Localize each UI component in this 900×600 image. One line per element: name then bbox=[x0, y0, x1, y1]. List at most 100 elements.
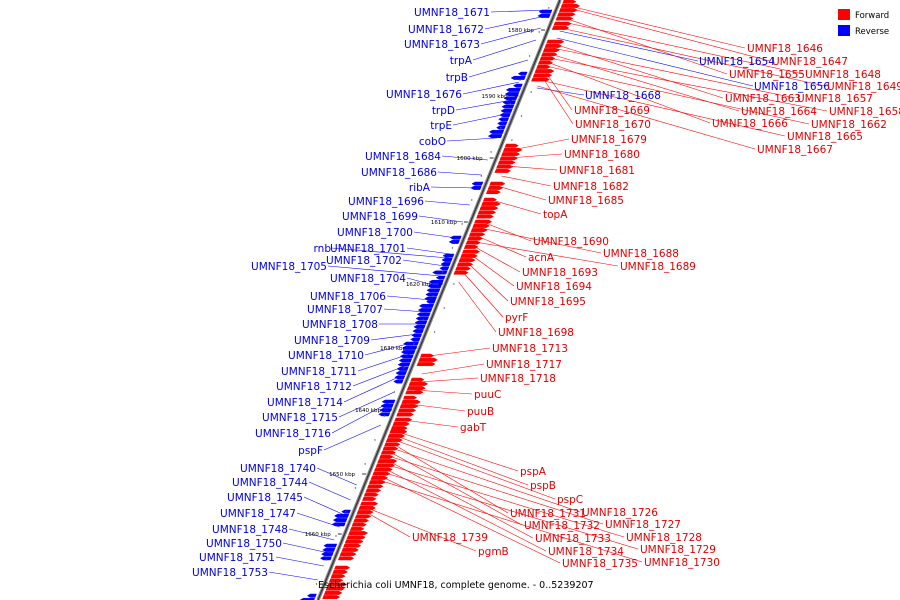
forward-gene-feature bbox=[387, 433, 406, 438]
reverse-gene-label: UMNF18_1684 bbox=[365, 151, 441, 163]
reverse-gene-feature bbox=[401, 345, 418, 350]
forward-gene-label: UMNF18_1681 bbox=[559, 165, 635, 177]
forward-gene-label: UMNF18_1663 bbox=[725, 93, 801, 105]
reverse-label-connector bbox=[331, 401, 391, 434]
forward-gene-feature bbox=[542, 48, 560, 53]
minor-tick-dot bbox=[326, 595, 329, 597]
reverse-gene-label: UMNF18_1672 bbox=[408, 24, 484, 36]
forward-label-connector bbox=[508, 153, 563, 159]
scale-tick-label: 1660 kbp bbox=[305, 532, 331, 538]
reverse-gene-feature bbox=[538, 9, 553, 14]
reverse-gene-label: UMNF18_1656 bbox=[754, 81, 830, 93]
forward-gene-feature bbox=[346, 535, 366, 540]
reverse-label-connector bbox=[437, 171, 482, 176]
forward-gene-feature bbox=[534, 69, 555, 74]
forward-gene-feature bbox=[370, 475, 389, 480]
forward-label-connector bbox=[511, 138, 570, 151]
forward-gene-label: UMNF18_1730 bbox=[644, 557, 720, 569]
minor-tick-dot bbox=[404, 403, 407, 405]
reverse-gene-label: ribA bbox=[409, 182, 431, 194]
forward-gene-label: pyrF bbox=[505, 312, 528, 324]
forward-gene-feature bbox=[385, 438, 403, 443]
forward-gene-label: topA bbox=[543, 209, 568, 221]
forward-gene-feature bbox=[472, 223, 490, 228]
forward-gene-label: pgmB bbox=[478, 546, 509, 558]
forward-gene-feature bbox=[501, 152, 521, 157]
forward-gene-feature bbox=[375, 463, 396, 468]
scale-tick-label: 1630 kbp bbox=[380, 346, 406, 352]
forward-gene-feature bbox=[406, 386, 426, 391]
reverse-gene-feature bbox=[410, 337, 421, 342]
forward-gene-feature bbox=[504, 143, 519, 148]
reverse-gene-label: UMNF18_1673 bbox=[404, 39, 480, 51]
forward-label-connector bbox=[545, 65, 810, 125]
forward-gene-label: UMNF18_1647 bbox=[772, 56, 848, 68]
forward-gene-feature bbox=[419, 353, 435, 358]
forward-gene-label: puuB bbox=[467, 406, 494, 418]
reverse-gene-label: pspF bbox=[298, 445, 323, 457]
reverse-gene-feature bbox=[449, 235, 462, 240]
reverse-gene-feature bbox=[426, 288, 441, 293]
forward-gene-label: UMNF18_1698 bbox=[498, 327, 574, 339]
minor-tick-dot bbox=[482, 211, 484, 213]
forward-gene-feature bbox=[341, 547, 360, 552]
minor-tick-dot bbox=[315, 583, 318, 585]
forward-gene-feature bbox=[487, 185, 504, 190]
reverse-gene-label: UMNF18_1711 bbox=[281, 366, 357, 378]
forward-gene-feature bbox=[405, 390, 424, 395]
forward-label-connector bbox=[466, 261, 509, 302]
forward-gene-feature bbox=[394, 417, 413, 422]
reverse-label-connector bbox=[402, 259, 446, 267]
forward-gene-label: UMNF18_1670 bbox=[575, 119, 651, 131]
reverse-gene-feature bbox=[332, 518, 348, 523]
minor-tick-dot bbox=[385, 451, 387, 453]
minor-tick-dot bbox=[453, 283, 455, 285]
forward-gene-feature bbox=[356, 510, 374, 515]
forward-label-connector bbox=[541, 75, 574, 125]
minor-tick-dot bbox=[500, 127, 502, 129]
forward-gene-label: UMNF18_1717 bbox=[486, 359, 562, 371]
reverse-gene-feature bbox=[400, 350, 416, 355]
reverse-label-connector bbox=[462, 81, 520, 95]
forward-gene-feature bbox=[465, 240, 481, 245]
forward-gene-label: UMNF18_1664 bbox=[741, 106, 817, 118]
reverse-gene-feature bbox=[501, 104, 515, 109]
reverse-label-connector bbox=[343, 375, 401, 403]
minor-tick-dot bbox=[443, 307, 445, 309]
forward-label-connector bbox=[563, 21, 804, 75]
forward-gene-feature bbox=[372, 471, 391, 476]
reverse-label-connector bbox=[468, 59, 529, 78]
reverse-gene-label: UMNF18_1701 bbox=[330, 243, 406, 255]
forward-label-connector bbox=[378, 479, 643, 563]
forward-gene-feature bbox=[358, 505, 377, 510]
forward-gene-feature bbox=[389, 429, 408, 434]
reverse-gene-feature bbox=[333, 513, 350, 518]
forward-gene-feature bbox=[553, 21, 572, 26]
reverse-gene-label: UMNF18_1706 bbox=[310, 291, 386, 303]
forward-gene-label: UMNF18_1655 bbox=[729, 69, 805, 81]
minor-tick-dot bbox=[424, 355, 426, 357]
reverse-label-connector bbox=[275, 556, 324, 567]
reverse-gene-feature bbox=[380, 403, 394, 408]
reverse-gene-feature bbox=[416, 312, 431, 317]
forward-gene-label: UMNF18_1718 bbox=[480, 373, 556, 385]
reverse-gene-feature bbox=[488, 129, 505, 134]
forward-gene-feature bbox=[485, 190, 501, 195]
reverse-gene-feature bbox=[412, 329, 424, 334]
forward-label-connector bbox=[564, 17, 728, 75]
forward-gene-feature bbox=[497, 160, 516, 165]
forward-gene-feature bbox=[499, 156, 518, 161]
reverse-gene-feature bbox=[505, 87, 522, 92]
reverse-gene-label: UMNF18_1747 bbox=[220, 508, 296, 520]
minor-tick-dot bbox=[509, 103, 512, 105]
minor-tick-dot bbox=[346, 547, 348, 549]
reverse-label-connector bbox=[352, 365, 405, 387]
forward-gene-label: UMNF18_1646 bbox=[747, 43, 823, 55]
reverse-gene-feature bbox=[428, 279, 444, 284]
forward-gene-feature bbox=[337, 556, 355, 561]
forward-label-connector bbox=[393, 443, 509, 514]
forward-label-connector bbox=[386, 459, 534, 539]
reverse-gene-feature bbox=[319, 556, 332, 561]
reverse-gene-feature bbox=[512, 83, 523, 88]
forward-gene-label: UMNF18_1735 bbox=[562, 558, 638, 570]
